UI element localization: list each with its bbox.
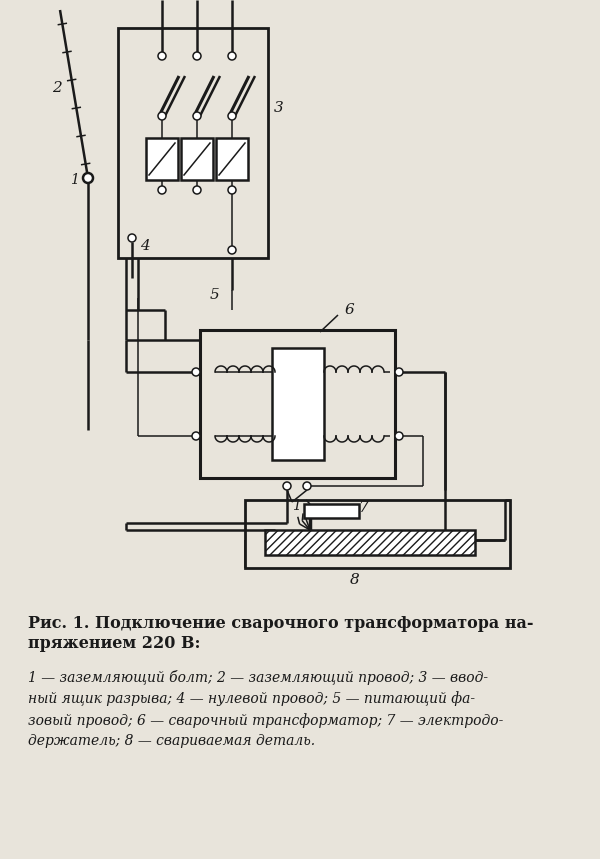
Circle shape [158, 186, 166, 194]
Circle shape [228, 246, 236, 254]
Circle shape [83, 173, 93, 183]
Text: 7: 7 [358, 501, 368, 515]
Circle shape [193, 112, 201, 120]
Bar [304, 504, 359, 518]
Circle shape [395, 432, 403, 440]
Circle shape [228, 186, 236, 194]
Bar [272, 348, 324, 460]
Text: 8: 8 [350, 573, 360, 587]
Circle shape [283, 482, 291, 490]
Text: 2: 2 [52, 81, 62, 95]
Bar [265, 530, 475, 555]
Circle shape [193, 52, 201, 60]
Circle shape [158, 52, 166, 60]
Bar [118, 28, 268, 258]
Text: 5: 5 [210, 288, 220, 302]
Text: 4: 4 [140, 239, 150, 253]
Circle shape [192, 432, 200, 440]
Text: 6: 6 [345, 303, 355, 317]
Circle shape [128, 234, 136, 242]
Circle shape [228, 112, 236, 120]
Text: Рис. 1. Подключение сварочного трансформатора на-
пряжением 220 В:: Рис. 1. Подключение сварочного трансформ… [28, 615, 533, 652]
Circle shape [395, 368, 403, 376]
Bar [181, 138, 213, 180]
Text: 1: 1 [292, 499, 301, 513]
Text: 1: 1 [70, 173, 79, 187]
Text: 3: 3 [274, 101, 284, 115]
Circle shape [228, 52, 236, 60]
Bar [146, 138, 178, 180]
Circle shape [193, 186, 201, 194]
Bar [245, 500, 510, 568]
Circle shape [303, 482, 311, 490]
Circle shape [158, 112, 166, 120]
Text: 1 — заземляющий болт; 2 — заземляющий провод; 3 — ввод-
ный ящик разрыва; 4 — ну: 1 — заземляющий болт; 2 — заземляющий пр… [28, 670, 503, 748]
Circle shape [192, 368, 200, 376]
Bar [216, 138, 248, 180]
Bar [200, 330, 395, 478]
